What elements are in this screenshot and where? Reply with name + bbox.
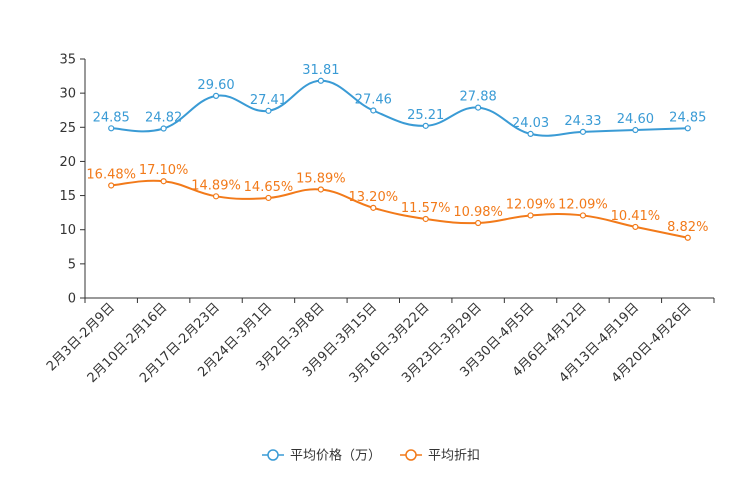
- data-point: [212, 92, 220, 99]
- y-tick-label: 25: [59, 121, 76, 136]
- data-point: [265, 107, 272, 114]
- data-point: [475, 219, 482, 227]
- data-point: [684, 125, 691, 132]
- data-label: 12.09%: [558, 197, 608, 212]
- data-point: [475, 104, 482, 111]
- data-label: 11.57%: [401, 201, 451, 216]
- data-label: 27.88: [460, 90, 497, 105]
- series-layer: 24.85 24.82 29.60 27.41 31.81 27.46 25.21 27.88…: [86, 63, 708, 241]
- data-label: 25.21: [407, 108, 444, 123]
- data-point: [579, 128, 587, 135]
- data-label: 10.98%: [453, 205, 503, 220]
- data-point: [160, 178, 167, 185]
- y-tick-label: 0: [68, 292, 76, 307]
- legend-item-2[interactable]: 平均折扣: [400, 449, 480, 464]
- legend-item-1[interactable]: 平均价格（万）: [262, 448, 381, 464]
- data-point: [108, 125, 115, 132]
- data-label: 15.89%: [296, 171, 346, 186]
- legend-marker: [405, 449, 417, 461]
- series-2: 16.48% 17.10%14.89% 14.65%15.89%13.20%11.5…: [86, 163, 708, 241]
- y-tick-label: 30: [59, 87, 76, 102]
- data-label: 27.46: [355, 92, 392, 107]
- legend[interactable]: 平均价格（万） 平均折扣: [262, 448, 480, 464]
- data-label: 16.48%: [86, 167, 136, 182]
- data-point: [160, 125, 167, 132]
- legend-label: 平均折扣: [428, 449, 480, 464]
- series-1: 24.85 24.82 29.60 27.41 31.81 27.46 25.21 27.88…: [93, 63, 706, 138]
- data-label: 29.60: [197, 78, 234, 93]
- data-point: [370, 107, 377, 114]
- data-label: 27.41: [250, 93, 287, 108]
- data-point: [422, 215, 429, 223]
- data-point: [579, 212, 587, 219]
- y-tick-label: 35: [59, 53, 76, 68]
- data-point: [632, 126, 639, 134]
- data-label: 31.81: [302, 63, 339, 78]
- data-point: [265, 194, 272, 202]
- data-label: 24.33: [564, 114, 601, 129]
- data-point: [632, 223, 639, 231]
- data-point: [527, 212, 534, 219]
- data-label: 24.60: [617, 112, 654, 127]
- data-point: [422, 122, 429, 129]
- y-tick-label: 5: [68, 257, 76, 272]
- legend-label: 平均价格（万）: [290, 448, 381, 464]
- data-point: [317, 186, 324, 193]
- data-point: [370, 204, 377, 211]
- data-label: 8.82%: [667, 220, 708, 235]
- data-label: 12.09%: [506, 197, 556, 212]
- data-label: 14.89%: [191, 178, 241, 193]
- y-tick-label: 15: [59, 189, 76, 204]
- data-label: 13.20%: [349, 190, 399, 205]
- data-label: 17.10%: [139, 163, 189, 178]
- data-label: 24.85: [93, 110, 130, 125]
- data-point: [108, 182, 115, 189]
- data-label: 24.03: [512, 116, 549, 131]
- data-label: 14.65%: [244, 180, 294, 195]
- data-label: 24.85: [669, 110, 706, 125]
- data-point: [527, 130, 534, 138]
- y-tick-label: 10: [59, 223, 76, 238]
- data-point: [684, 234, 691, 241]
- y-tick-label: 20: [59, 155, 76, 170]
- data-label: 10.41%: [611, 209, 661, 224]
- data-label: 24.82: [145, 111, 182, 126]
- data-point: [212, 193, 220, 200]
- data-point: [317, 77, 324, 84]
- legend-marker: [267, 449, 279, 461]
- series-line: [111, 179, 688, 239]
